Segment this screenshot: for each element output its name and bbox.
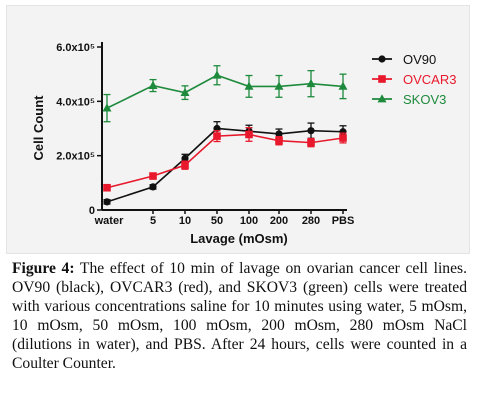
x-tick-label: water (94, 215, 124, 227)
series-ov90 (103, 121, 347, 206)
x-tick-label: 5 (150, 215, 156, 227)
y-tick-label: 2.0x10⁵ (56, 151, 95, 163)
y-tick-label: 0 (89, 205, 95, 217)
data-point (275, 130, 283, 138)
x-tick-label: 50 (211, 215, 223, 227)
x-tick-label: 100 (240, 215, 258, 227)
legend-marker (378, 75, 386, 83)
caption-text: The effect of 10 min of lavage on ovaria… (12, 260, 467, 372)
series-line (106, 127, 344, 203)
data-point (180, 87, 190, 97)
y-tick-label: 4.0x10⁵ (56, 96, 95, 108)
data-point (244, 81, 254, 90)
series-line (106, 74, 344, 109)
x-tick-label: 10 (179, 215, 191, 227)
data-point (213, 132, 221, 140)
data-point (181, 161, 189, 169)
chart-panel: 0 2.0x10⁵ 4.0x10⁵ 6.0x10⁵ water 5 10 50 100 200 28… (6, 5, 470, 254)
data-point (339, 134, 347, 142)
data-point (149, 172, 157, 180)
data-point (181, 154, 189, 162)
data-point (148, 80, 158, 89)
data-point (103, 198, 111, 206)
legend-marker (377, 94, 387, 103)
data-point (307, 127, 315, 135)
series-line (106, 133, 344, 189)
data-point (275, 136, 283, 145)
legend-label: SKOV3 (403, 92, 446, 107)
data-point (212, 70, 222, 79)
data-point (306, 78, 316, 88)
data-point (149, 183, 157, 191)
x-tick-label: 280 (302, 215, 320, 227)
y-tick-label: 6.0x10⁵ (56, 42, 95, 54)
legend: OV90 OVCAR3 SKOV3 (372, 52, 456, 107)
data-point (307, 138, 315, 147)
series-ovcar3 (103, 127, 347, 192)
legend-label: OV90 (403, 52, 436, 67)
x-tick-label: PBS (332, 215, 355, 227)
x-tick-label: 200 (270, 215, 288, 227)
y-axis-title: Cell Count (31, 95, 46, 161)
caption-label: Figure 4: (12, 260, 75, 277)
data-point (103, 183, 111, 192)
series-skov3 (102, 65, 348, 123)
figure-caption: Figure 4: The effect of 10 min of lavage… (12, 260, 467, 373)
data-point (274, 81, 284, 90)
legend-label: OVCAR3 (403, 72, 456, 87)
line-chart: 0 2.0x10⁵ 4.0x10⁵ 6.0x10⁵ water 5 10 50 100 200 28… (31, 42, 456, 246)
x-axis-title: Lavage (mOsm) (190, 231, 288, 246)
data-point (102, 103, 112, 112)
legend-marker (378, 55, 386, 63)
data-point (245, 130, 253, 139)
data-point (338, 81, 348, 90)
